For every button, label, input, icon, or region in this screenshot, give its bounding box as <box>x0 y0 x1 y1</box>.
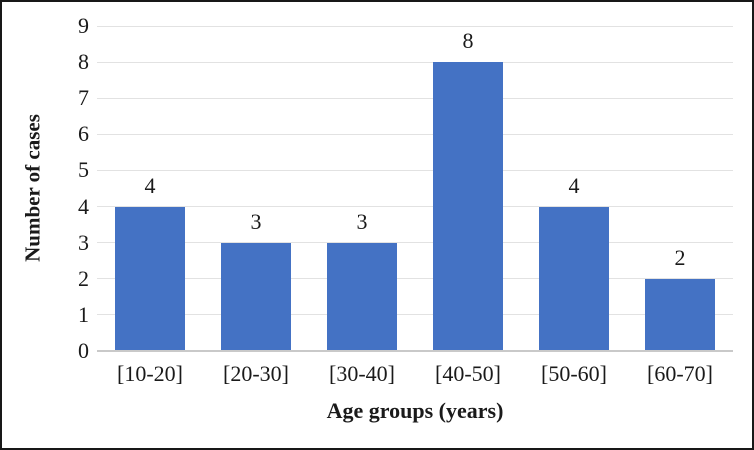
gridline <box>97 61 733 63</box>
bar-[60-70] <box>645 278 715 350</box>
bar-[30-40] <box>327 242 397 350</box>
gridline <box>97 133 733 135</box>
x-tick-label: [10-20] <box>117 361 183 386</box>
x-axis-title: Age groups (years) <box>326 398 504 423</box>
x-tick-label: [20-30] <box>223 361 289 386</box>
bar-value-label: 8 <box>462 28 474 54</box>
y-tick-label: 2 <box>78 265 89 291</box>
x-tick-label: [60-70] <box>647 361 713 386</box>
bar-value-label: 4 <box>144 172 156 198</box>
y-tick-label: 1 <box>78 301 89 327</box>
bar-value-label: 3 <box>356 208 368 234</box>
bar-value-label: 4 <box>568 172 580 198</box>
y-tick-label: 7 <box>78 85 89 111</box>
bar-[40-50] <box>433 62 503 350</box>
gridline <box>97 242 733 244</box>
gridline <box>97 278 733 280</box>
bar-value-label: 2 <box>674 244 686 270</box>
gridline <box>97 169 733 171</box>
y-tick-label: 9 <box>78 13 89 38</box>
y-tick-label: 8 <box>78 49 89 75</box>
bar-[20-30] <box>221 242 291 350</box>
x-axis-line <box>97 350 733 352</box>
bar-value-label: 3 <box>250 208 262 234</box>
bar-[10-20] <box>115 206 185 350</box>
y-tick-label: 4 <box>78 193 89 219</box>
gridline <box>97 97 733 99</box>
gridline <box>97 25 733 27</box>
gridline <box>97 206 733 208</box>
y-tick-label: 5 <box>78 157 89 183</box>
bar-[50-60] <box>539 206 609 350</box>
y-tick-label: 6 <box>78 121 89 147</box>
x-tick-label: [40-50] <box>435 361 501 386</box>
x-tick-label: [50-60] <box>541 361 607 386</box>
x-tick-label: [30-40] <box>329 361 395 386</box>
y-tick-label: 0 <box>78 338 89 363</box>
y-tick-label: 3 <box>78 229 89 255</box>
gridline <box>97 314 733 316</box>
